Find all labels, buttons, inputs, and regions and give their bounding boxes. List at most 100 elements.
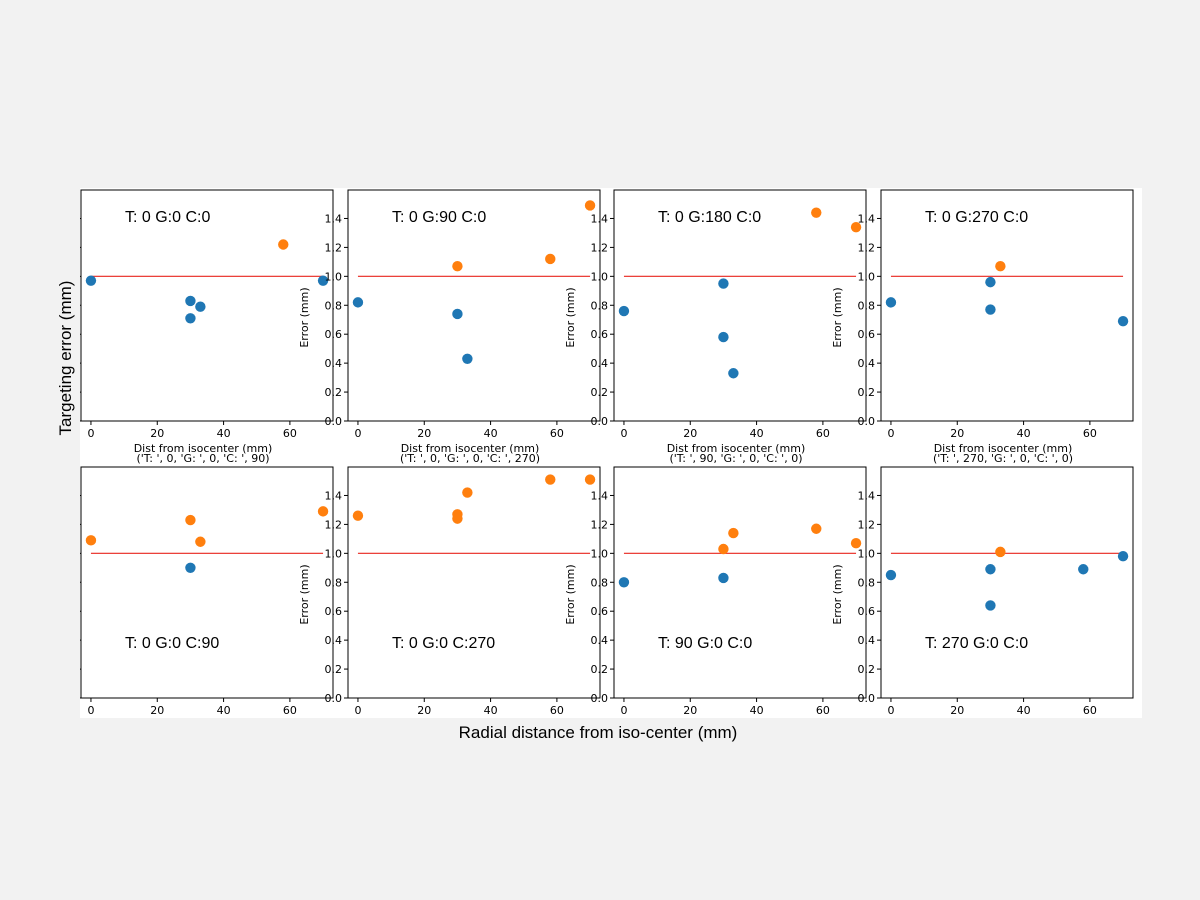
y-tick-label: 0.2 <box>858 386 876 399</box>
plot-frame <box>80 189 334 422</box>
x-tick-label: 40 <box>484 704 498 717</box>
blue-point <box>1117 315 1129 327</box>
point-layer <box>618 207 862 379</box>
scatter-grid: 0.0 0.2 0.4 0.6 0.8 1.0 1.2 1.4 0 20 40 60 T: 0 G:0 … <box>80 189 1134 717</box>
y-tick-label: 0.4 <box>591 357 609 370</box>
y-tick-label: 0.4 <box>325 634 343 647</box>
scatter-subplot-3: 0.0 0.2 0.4 0.6 0.8 1.0 1.2 1.4 0 20 40 60 Error (mm… <box>564 189 867 440</box>
y-tick-label: 0.8 <box>325 576 343 589</box>
x-tick-label: 0 <box>620 427 627 440</box>
blue-point <box>185 313 196 324</box>
y-tick-label: 0.6 <box>591 328 609 341</box>
blue-point <box>185 295 196 307</box>
x-tick-label: 0 <box>354 427 361 440</box>
y-tick-label: 1.0 <box>858 547 876 560</box>
y-tick-label: 1.2 <box>858 518 876 531</box>
point-layer <box>85 506 329 573</box>
y-tick-label: 0.4 <box>858 634 876 647</box>
orange-point <box>811 523 822 534</box>
x-tick-label: 40 <box>1017 704 1031 717</box>
y-axis-label: Error (mm) <box>564 564 577 624</box>
y-tick-label: 1.4 <box>325 489 343 502</box>
point-layer <box>618 523 862 588</box>
blue-point <box>618 577 630 588</box>
blue-point <box>885 569 897 581</box>
orange-point <box>995 261 1006 272</box>
y-tick-label: 0.0 <box>325 692 343 705</box>
y-axis-label: Error (mm) <box>564 287 577 347</box>
orange-point <box>278 239 289 250</box>
y-axis-label: Error (mm) <box>298 564 311 624</box>
blue-point <box>1078 564 1089 575</box>
blue-point <box>352 297 364 308</box>
point-layer <box>85 239 329 324</box>
x-tick-label: 60 <box>1083 427 1097 440</box>
scatter-subplot-7: 0.0 0.2 0.4 0.6 0.8 1.0 1.2 1.4 0 20 40 60 Error (mm… <box>564 466 867 717</box>
blue-point <box>985 276 996 288</box>
x-tick-label: 0 <box>620 704 627 717</box>
blue-point <box>462 353 473 364</box>
subplot-title: ('T: ', 0, 'G: ', 0, 'C: ', 270) <box>400 452 540 465</box>
x-tick-label: 0 <box>354 704 361 717</box>
blue-point <box>885 297 897 308</box>
y-tick-label: 0.8 <box>325 299 343 312</box>
panel-annotation: T: 0 G:90 C:0 <box>392 209 486 226</box>
y-tick-label: 0.0 <box>591 692 609 705</box>
y-tick-label: 0.2 <box>591 663 609 676</box>
x-tick-label: 60 <box>283 704 297 717</box>
scatter-subplot-4: 0.0 0.2 0.4 0.6 0.8 1.0 1.2 1.4 0 20 40 60 Error (mm… <box>831 189 1134 440</box>
x-tick-label: 20 <box>683 704 697 717</box>
y-tick-label: 1.2 <box>325 241 343 254</box>
y-tick-label: 0.2 <box>858 663 876 676</box>
plot-frame <box>613 466 867 699</box>
blue-point <box>718 331 729 343</box>
blue-point <box>317 275 329 286</box>
orange-point <box>195 536 206 547</box>
x-tick-label: 40 <box>750 704 764 717</box>
x-tick-label: 40 <box>750 427 764 440</box>
panel-annotation: T: 0 G:180 C:0 <box>658 209 761 226</box>
orange-point <box>317 506 329 517</box>
point-layer <box>885 546 1129 611</box>
orange-point <box>584 200 596 211</box>
x-tick-label: 20 <box>150 427 164 440</box>
y-tick-label: 1.2 <box>591 241 609 254</box>
y-tick-label: 0.6 <box>325 605 343 618</box>
blue-point <box>985 564 996 575</box>
y-tick-label: 0.0 <box>591 415 609 428</box>
blue-point <box>718 278 729 289</box>
orange-point <box>718 543 729 555</box>
y-tick-label: 0.8 <box>591 576 609 589</box>
orange-point <box>545 253 556 265</box>
y-tick-label: 0.0 <box>858 415 876 428</box>
x-axis-label: Dist from isocenter (mm) <box>401 442 540 455</box>
plot-frame <box>880 466 1134 699</box>
y-tick-label: 0.0 <box>858 692 876 705</box>
blue-point <box>85 275 97 286</box>
y-tick-label: 0.2 <box>325 386 343 399</box>
x-tick-label: 20 <box>950 704 964 717</box>
x-tick-label: 20 <box>417 427 431 440</box>
panel-annotation: T: 0 G:270 C:0 <box>925 209 1028 226</box>
blue-point <box>1117 551 1129 562</box>
plot-frame <box>347 466 601 699</box>
y-tick-label: 1.4 <box>325 212 343 225</box>
x-tick-label: 60 <box>283 427 297 440</box>
x-tick-label: 20 <box>417 704 431 717</box>
plot-frame <box>880 189 1134 422</box>
panel-annotation: T: 270 G:0 C:0 <box>925 635 1028 652</box>
y-tick-label: 1.4 <box>591 489 609 502</box>
x-tick-label: 40 <box>217 704 231 717</box>
y-tick-label: 1.4 <box>591 212 609 225</box>
orange-point <box>452 513 463 524</box>
x-axis-label: Dist from isocenter (mm) <box>934 442 1073 455</box>
y-tick-label: 0.2 <box>325 663 343 676</box>
plot-frame <box>80 466 334 699</box>
y-tick-label: 1.0 <box>858 270 876 283</box>
x-tick-label: 60 <box>1083 704 1097 717</box>
y-tick-label: 1.4 <box>858 212 876 225</box>
x-tick-label: 60 <box>550 427 564 440</box>
orange-point <box>584 474 596 485</box>
x-tick-label: 0 <box>887 427 894 440</box>
scatter-subplot-5: 0.00.20.40.60.81.01.21.40204060T: 0 G:0 … <box>80 466 334 717</box>
